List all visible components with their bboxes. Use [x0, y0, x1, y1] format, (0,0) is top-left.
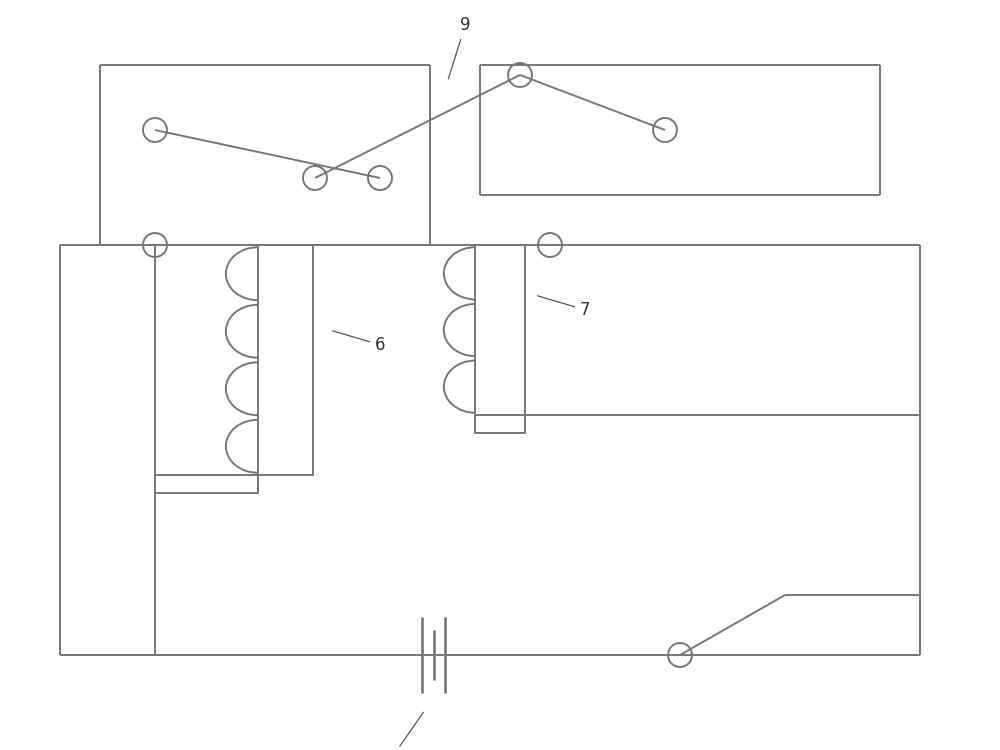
Bar — [155, 475, 258, 493]
Bar — [475, 415, 525, 433]
Bar — [475, 245, 525, 415]
Bar — [258, 245, 312, 475]
Text: 9: 9 — [448, 16, 470, 79]
Text: 8: 8 — [385, 712, 423, 750]
Text: 7: 7 — [538, 296, 590, 319]
Text: 6: 6 — [333, 331, 386, 354]
